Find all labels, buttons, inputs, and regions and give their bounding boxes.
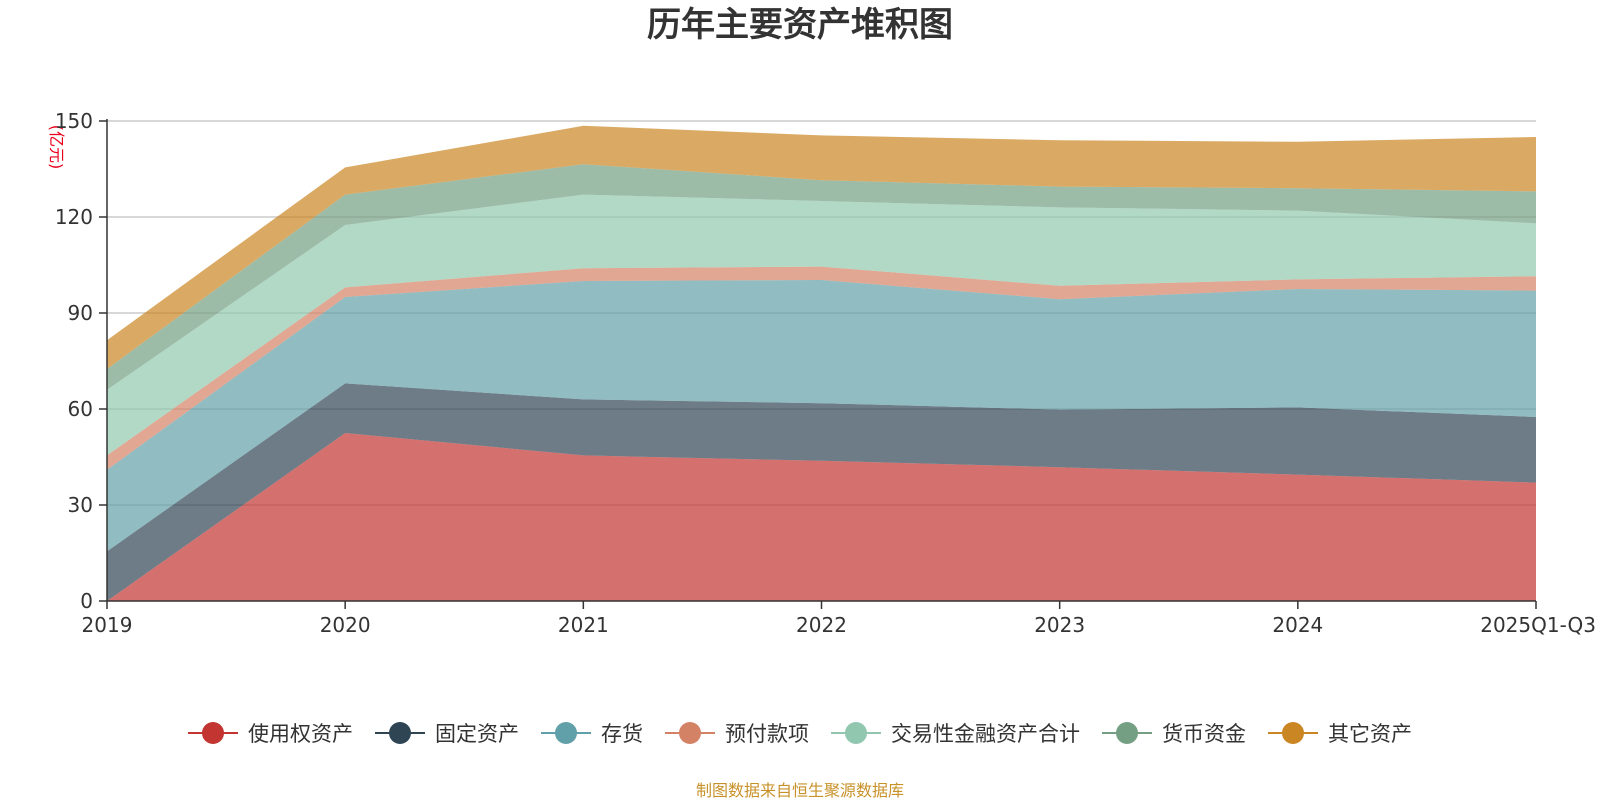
area-layer (107, 125, 1536, 601)
legend-marker-4 (679, 722, 701, 744)
y-axis-unit-label: (亿元) (47, 125, 66, 170)
x-tick-label-2019: 2019 (82, 613, 133, 637)
legend-label-2: 固定资产 (435, 722, 519, 746)
x-tick-label-2021: 2021 (558, 613, 609, 637)
x-tick-label-2022: 2022 (796, 613, 847, 637)
legend-label-6: 货币资金 (1162, 722, 1246, 746)
axis-layer: 0 30 60 90 120 150 2019 2020 2021 2022 2023 2024 202… (55, 109, 1596, 637)
legend-label-5: 交易性金融资产合计 (891, 722, 1080, 746)
legend-marker-5 (845, 722, 867, 744)
area-series-7[interactable] (107, 125, 1536, 369)
area-series-2[interactable] (107, 383, 1536, 601)
legend-item-1[interactable]: 使用权资产 (188, 722, 353, 746)
legend-item-2[interactable]: 固定资产 (375, 722, 519, 746)
legend-item-4[interactable]: 预付款项 (665, 722, 809, 746)
area-series-4[interactable] (107, 266, 1536, 470)
y-tick-label-90: 90 (68, 301, 93, 325)
area-series-5[interactable] (107, 194, 1536, 456)
legend-marker-6 (1116, 722, 1138, 744)
legend-item-5[interactable]: 交易性金融资产合计 (831, 722, 1080, 746)
area-series-3[interactable] (107, 280, 1536, 552)
legend-item-6[interactable]: 货币资金 (1102, 722, 1246, 746)
legend-marker-7 (1282, 722, 1304, 744)
legend-marker-2 (389, 722, 411, 744)
legend-item-3[interactable]: 存货 (541, 722, 643, 746)
x-tick-label-2024: 2024 (1272, 613, 1323, 637)
y-tick-label-0: 0 (80, 589, 93, 613)
legend-label-3: 存货 (601, 722, 643, 746)
y-tick-label-30: 30 (68, 493, 93, 517)
chart-title: 历年主要资产堆积图 (647, 5, 953, 45)
x-tick-label-2025q1-q3: 2025Q1-Q3 (1480, 613, 1596, 637)
legend-marker-1 (202, 722, 224, 744)
y-tick-label-120: 120 (55, 205, 93, 229)
x-tick-label-2020: 2020 (320, 613, 371, 637)
x-tick-label-2023: 2023 (1034, 613, 1085, 637)
area-series-1[interactable] (107, 433, 1536, 601)
legend-marker-3 (555, 722, 577, 744)
legend: 使用权资产 固定资产 存货 预付款项 交易性金融资产合计 货币资金 其它资产 (188, 722, 1412, 746)
data-source-note: 制图数据来自恒生聚源数据库 (696, 781, 904, 800)
legend-label-1: 使用权资产 (248, 722, 353, 746)
legend-label-7: 其它资产 (1328, 722, 1412, 746)
y-tick-label-60: 60 (68, 397, 93, 421)
legend-item-7[interactable]: 其它资产 (1268, 722, 1412, 746)
legend-label-4: 预付款项 (725, 722, 809, 746)
y-tick-label-150: 150 (55, 109, 93, 133)
